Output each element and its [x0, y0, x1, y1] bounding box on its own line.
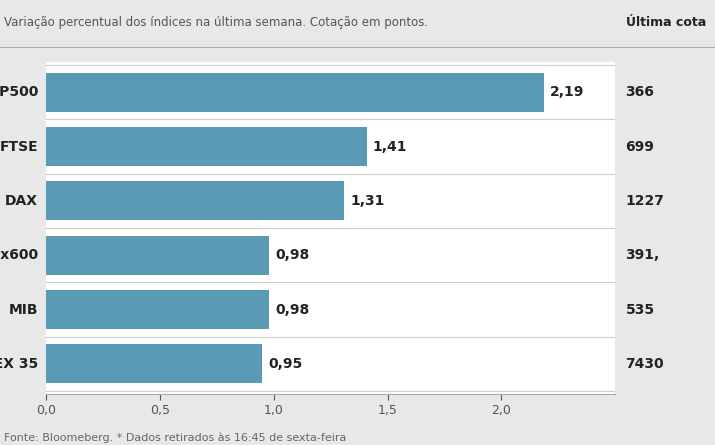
Text: 2,19: 2,19 — [550, 85, 584, 99]
Text: IBEX 35: IBEX 35 — [0, 357, 38, 371]
Text: 699: 699 — [626, 140, 654, 154]
Text: 391,: 391, — [626, 248, 660, 262]
Text: 1,41: 1,41 — [373, 140, 408, 154]
Bar — [46, 290, 270, 329]
Bar — [46, 127, 367, 166]
Bar — [46, 181, 345, 220]
Text: Variação percentual dos índices na última semana. Cotação em pontos.: Variação percentual dos índices na últim… — [4, 16, 428, 28]
Text: Stoxx600: Stoxx600 — [0, 248, 38, 262]
Text: 0,98: 0,98 — [275, 303, 309, 316]
Text: 1,31: 1,31 — [350, 194, 385, 208]
Bar — [46, 236, 270, 275]
Text: MIB: MIB — [9, 303, 38, 316]
Text: S&P500: S&P500 — [0, 85, 38, 99]
Text: Fonte: Bloomeberg. * Dados retirados às 16:45 de sexta-feira: Fonte: Bloomeberg. * Dados retirados às … — [4, 432, 346, 443]
Text: 7430: 7430 — [626, 357, 664, 371]
Bar — [46, 344, 262, 384]
Text: 1227: 1227 — [626, 194, 664, 208]
Text: DAX: DAX — [5, 194, 38, 208]
Text: 535: 535 — [626, 303, 655, 316]
Bar — [46, 73, 544, 112]
Text: Última cota: Última cota — [626, 16, 706, 28]
Text: FTSE: FTSE — [0, 140, 38, 154]
Text: 366: 366 — [626, 85, 654, 99]
Text: 0,98: 0,98 — [275, 248, 309, 262]
Text: 0,95: 0,95 — [268, 357, 302, 371]
